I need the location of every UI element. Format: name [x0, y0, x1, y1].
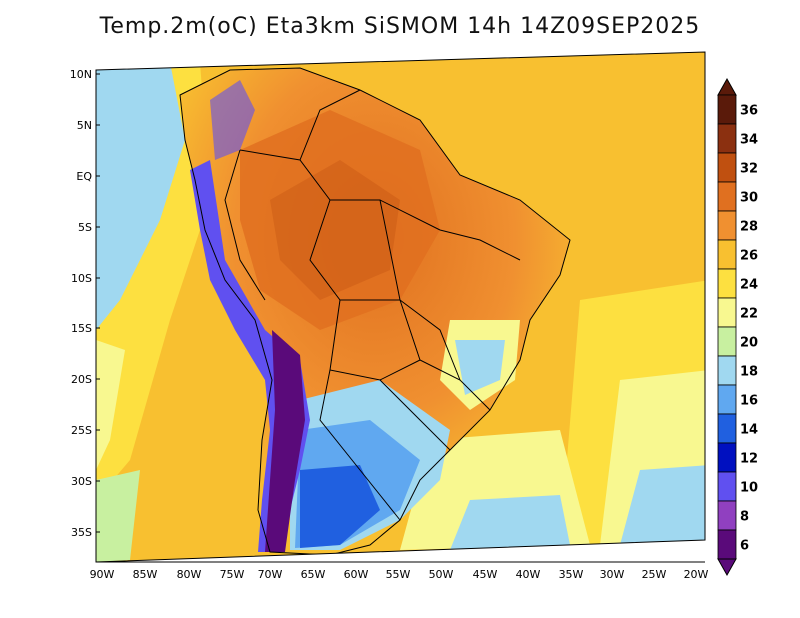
lat-label: 5N: [77, 119, 92, 132]
lat-label: 10N: [70, 68, 92, 81]
country-borders: [179, 67, 571, 556]
colorbar-label: 6: [740, 539, 749, 554]
colorbar-label: 22: [740, 307, 758, 322]
colorbar-label: 12: [740, 452, 758, 467]
latitude-axis: 10N 5N EQ 5S 10S 15S 20S 25S 30S 35S: [70, 68, 100, 539]
colorbar-swatch: [717, 384, 737, 415]
colorbar-label: 30: [740, 191, 758, 206]
colorbar-label: 10: [740, 481, 758, 496]
lon-label: 70W: [258, 568, 283, 581]
colorbar-swatch: [717, 355, 737, 386]
colorbar-label: 18: [740, 365, 758, 380]
colorbar-swatch: [717, 413, 737, 444]
colorbar-swatch: [717, 94, 737, 125]
colorbar-label: 8: [740, 510, 749, 525]
colorbar-swatch: [717, 268, 737, 299]
colorbar-swatch: [717, 326, 737, 357]
lat-label: 15S: [71, 322, 92, 335]
lon-label: 75W: [220, 568, 245, 581]
lat-label: 35S: [71, 526, 92, 539]
lon-label: 65W: [301, 568, 326, 581]
lon-label: 45W: [473, 568, 498, 581]
lon-label: 30W: [600, 568, 625, 581]
colorbar-top-arrow: [717, 77, 737, 96]
colorbar-swatch: [717, 123, 737, 154]
lon-label: 40W: [516, 568, 541, 581]
colorbar-label: 20: [740, 336, 758, 351]
colorbar-swatch: [717, 471, 737, 502]
colorbar-swatch: [717, 181, 737, 212]
colorbar-label: 36: [740, 104, 758, 119]
lon-label: 50W: [429, 568, 454, 581]
colorbar-swatch: [717, 500, 737, 531]
colorbar-label: 32: [740, 162, 758, 177]
map-title: Temp.2m(oC) Eta3km SiSMOM 14h 14Z09SEP20…: [99, 14, 701, 39]
colorbar-swatch: [717, 529, 737, 560]
lon-label: 55W: [386, 568, 411, 581]
lon-label: 25W: [642, 568, 667, 581]
colorbar-label: 26: [740, 249, 758, 264]
lat-label: 10S: [71, 272, 92, 285]
map-field: [96, 52, 705, 562]
colorbar-swatch: [717, 297, 737, 328]
colorbar-label: 14: [740, 423, 758, 438]
colorbar-swatch: [717, 442, 737, 473]
lat-label: EQ: [76, 170, 92, 183]
lon-label: 60W: [344, 568, 369, 581]
lon-label: 90W: [90, 568, 115, 581]
lon-label: 35W: [559, 568, 584, 581]
lat-label: 30S: [71, 475, 92, 488]
colorbar-label: 34: [740, 133, 758, 148]
colorbar-swatch: [717, 239, 737, 270]
lon-label: 20W: [684, 568, 709, 581]
lon-label: 80W: [177, 568, 202, 581]
colorbar-label: 16: [740, 394, 758, 409]
map-frame: [95, 51, 706, 563]
lon-label: 85W: [133, 568, 158, 581]
colorbar-swatch: [717, 152, 737, 183]
colorbar: 36 34 32 30 28 26 24 22 20 18 16 14 12 10 8 6: [717, 77, 758, 577]
lat-label: 25S: [71, 424, 92, 437]
colorbar-swatch: [717, 210, 737, 241]
longitude-axis: 90W 85W 80W 75W 70W 65W 60W 55W 50W 45W …: [90, 568, 709, 581]
colorbar-label: 28: [740, 220, 758, 235]
colorbar-bottom-arrow: [717, 558, 737, 577]
colorbar-label: 24: [740, 278, 758, 293]
lat-label: 5S: [78, 221, 92, 234]
lat-label: 20S: [71, 373, 92, 386]
